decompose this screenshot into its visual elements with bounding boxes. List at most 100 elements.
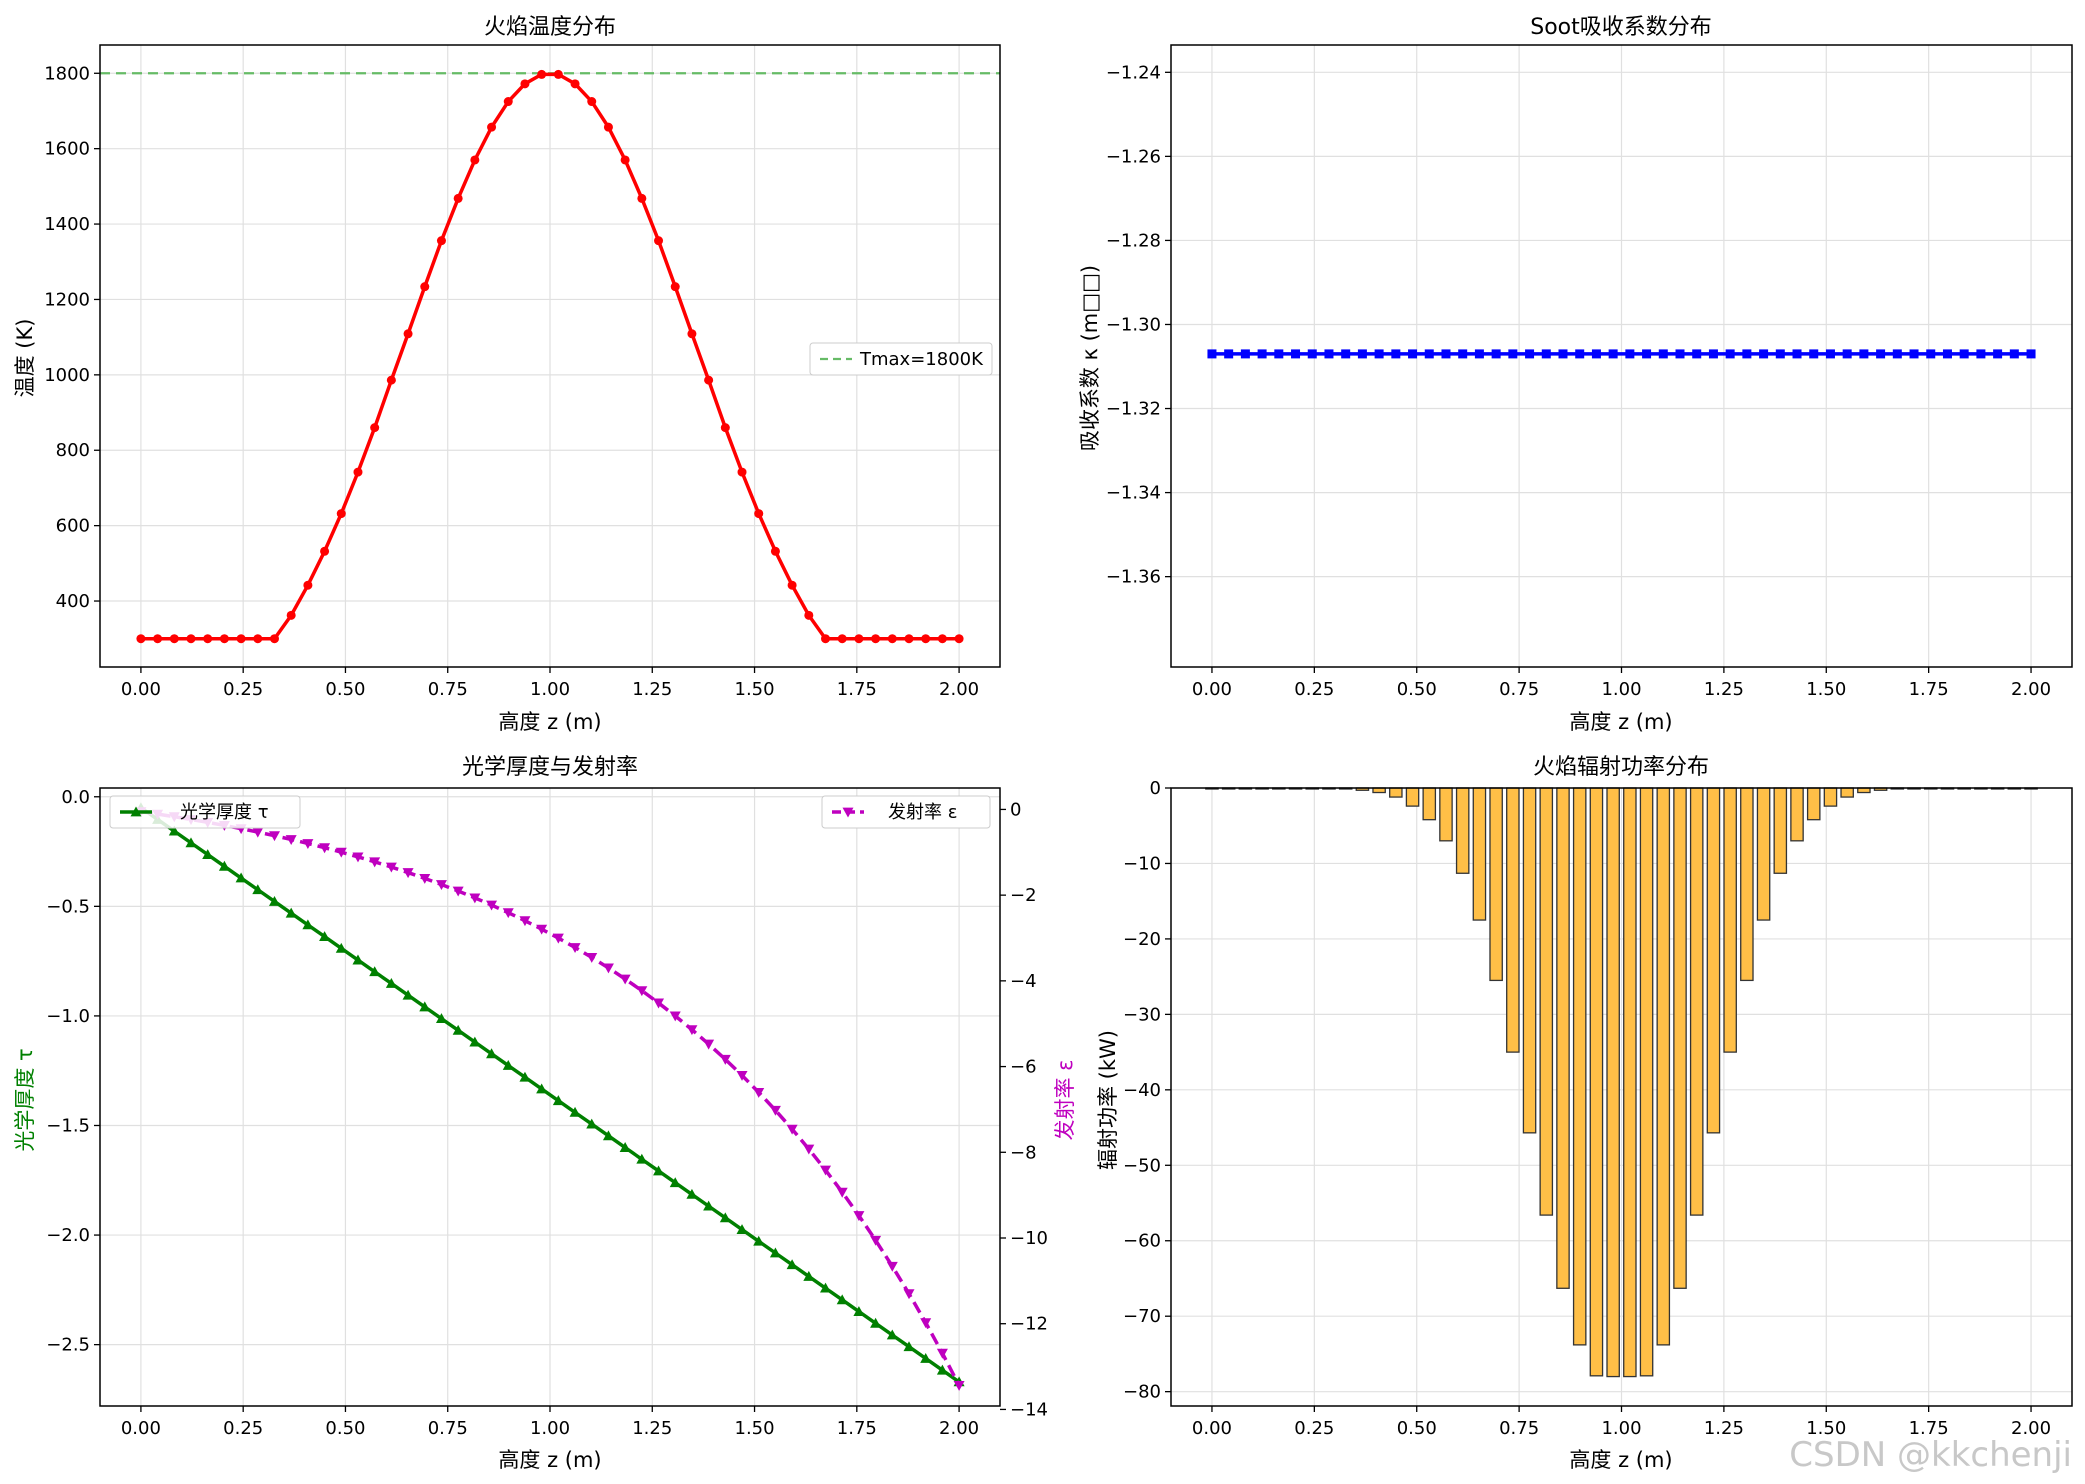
chart4-xtick-label-0: 0.00 bbox=[1192, 1418, 1232, 1439]
chart3-tau-point-5 bbox=[218, 860, 230, 871]
chart3-ytick-right-label-2: −4 bbox=[1010, 971, 1037, 992]
chart3-tau-point-7 bbox=[252, 884, 264, 895]
chart1-point-29 bbox=[620, 155, 630, 165]
chart4-ytick-label-6: −60 bbox=[1123, 1231, 1161, 1252]
chart4-ylabel: 辐射功率 (kW) bbox=[1096, 1030, 1120, 1170]
chart1-point-46 bbox=[904, 634, 914, 644]
chart1-legend-box bbox=[809, 342, 993, 376]
chart1-point-20 bbox=[470, 155, 480, 165]
chart1-point-21 bbox=[487, 122, 497, 132]
chart2-point-2 bbox=[1240, 349, 1250, 359]
chart3-title: 光学厚度与发射率 bbox=[462, 755, 638, 780]
chart3-tau-point-35 bbox=[719, 1212, 731, 1223]
chart3-legend-eps-box bbox=[821, 795, 991, 829]
chart2-ylabel: 吸收系数 κ (m□□) bbox=[1078, 265, 1102, 451]
chart1-xtick-label-2: 0.50 bbox=[325, 679, 365, 700]
chart3-xtick-label-0: 0.00 bbox=[121, 1418, 161, 1439]
chart1-ytick-label-5: 1400 bbox=[44, 214, 90, 235]
chart2-point-1 bbox=[1224, 349, 1234, 359]
chart1-point-16 bbox=[403, 329, 413, 339]
chart1-xtick-label-4: 1.00 bbox=[530, 679, 570, 700]
chart4-xtick-label-2: 0.50 bbox=[1397, 1418, 1437, 1439]
chart3-tau-point-46 bbox=[903, 1341, 915, 1352]
chart1-point-0 bbox=[136, 634, 146, 644]
chart2-point-13 bbox=[1424, 349, 1434, 359]
chart4-bar-28 bbox=[1673, 787, 1687, 1289]
chart3-tau-point-14 bbox=[369, 966, 381, 977]
chart4-xlabel: 高度 z (m) bbox=[1569, 1448, 1672, 1472]
chart3-tau-point-25 bbox=[552, 1095, 564, 1106]
chart2-xtick-label-8: 2.00 bbox=[2011, 679, 2051, 700]
chart1-point-40 bbox=[804, 610, 814, 620]
chart2-point-4 bbox=[1274, 349, 1284, 359]
chart2-point-12 bbox=[1408, 349, 1418, 359]
chart1-ytick-label-3: 1000 bbox=[44, 365, 90, 386]
chart2-point-17 bbox=[1491, 349, 1501, 359]
chart2-point-44 bbox=[1942, 349, 1952, 359]
chart3-eps-point-30 bbox=[636, 986, 648, 997]
chart2-point-3 bbox=[1257, 349, 1267, 359]
chart3-tau-point-44 bbox=[870, 1317, 882, 1328]
chart4-bar-30 bbox=[1706, 787, 1721, 1134]
chart3-ytick-right-label-1: −2 bbox=[1010, 885, 1037, 906]
chart3-eps-point-25 bbox=[552, 933, 564, 944]
chart1-point-22 bbox=[503, 97, 513, 107]
chart2-ytick-label-3: −1.30 bbox=[1106, 314, 1161, 335]
chart3-eps-point-20 bbox=[469, 893, 481, 904]
chart1-point-31 bbox=[654, 236, 664, 246]
chart3-eps-point-43 bbox=[853, 1211, 865, 1222]
chart4-xtick-label-5: 1.25 bbox=[1704, 1418, 1744, 1439]
chart1-point-11 bbox=[320, 546, 330, 556]
chart4-bar-34 bbox=[1773, 787, 1788, 874]
chart3-eps-point-21 bbox=[486, 900, 498, 911]
chart1-point-28 bbox=[603, 122, 613, 132]
chart3-eps-point-14 bbox=[369, 857, 381, 868]
chart1-point-8 bbox=[269, 634, 279, 644]
chart1-point-30 bbox=[637, 193, 647, 203]
chart2-point-10 bbox=[1374, 349, 1384, 359]
chart3-eps-point-23 bbox=[519, 916, 531, 927]
chart2-point-29 bbox=[1692, 349, 1702, 359]
chart3-ytick-label-1: −0.5 bbox=[46, 896, 90, 917]
chart3-eps-point-17 bbox=[419, 873, 431, 884]
chart2-point-18 bbox=[1508, 349, 1518, 359]
chart3-tau-point-6 bbox=[235, 872, 247, 883]
chart2-ytick-label-4: −1.32 bbox=[1106, 399, 1161, 420]
chart1-point-18 bbox=[436, 236, 446, 246]
chart3-tau-point-37 bbox=[753, 1235, 765, 1246]
chart3-eps-point-42 bbox=[836, 1187, 848, 1198]
chart4-ytick-label-2: −20 bbox=[1123, 929, 1161, 950]
chart3-tau-point-43 bbox=[853, 1306, 865, 1316]
chart3-tau-point-24 bbox=[536, 1083, 548, 1094]
chart3-legend-tau-marker bbox=[130, 806, 142, 817]
chart3-eps-point-33 bbox=[686, 1025, 698, 1036]
chart3-eps-point-10 bbox=[302, 839, 314, 849]
chart2-point-19 bbox=[1525, 349, 1535, 359]
chart2-point-49 bbox=[2026, 349, 2036, 359]
chart1-point-38 bbox=[770, 546, 780, 556]
chart3-eps-point-22 bbox=[502, 908, 514, 919]
chart4-xtick-label-1: 0.25 bbox=[1294, 1418, 1334, 1439]
chart1-point-36 bbox=[737, 467, 747, 477]
chart3-xtick-label-5: 1.25 bbox=[632, 1418, 672, 1439]
chart3-eps-point-34 bbox=[703, 1039, 715, 1050]
chart4-bar-33 bbox=[1756, 787, 1771, 921]
chart3-tau-point-16 bbox=[402, 989, 414, 1000]
chart3-eps-point-11 bbox=[319, 843, 331, 854]
chart3-xlabel: 高度 z (m) bbox=[498, 1448, 601, 1472]
chart3-tau-point-48 bbox=[936, 1364, 948, 1375]
chart1-ytick-label-7: 1800 bbox=[44, 63, 90, 84]
chart3-eps-point-16 bbox=[402, 868, 414, 879]
chart1-point-14 bbox=[370, 423, 380, 433]
chart1-legend-label: Tmax=1800K bbox=[859, 349, 984, 370]
chart3-tau-point-18 bbox=[435, 1013, 447, 1024]
chart3-eps-point-7 bbox=[252, 827, 264, 838]
chart3-legend-tau-label: 光学厚度 τ bbox=[180, 802, 269, 823]
chart4-bar-36 bbox=[1806, 787, 1821, 821]
chart1-ytick-label-1: 600 bbox=[56, 516, 90, 537]
chart3-eps-point-31 bbox=[653, 998, 665, 1009]
chart3-ytick-label-5: −2.5 bbox=[46, 1335, 90, 1356]
chart2-xtick-label-0: 0.00 bbox=[1192, 679, 1232, 700]
chart4-bar-27 bbox=[1656, 787, 1671, 1346]
chart3-tau-point-26 bbox=[569, 1106, 581, 1117]
